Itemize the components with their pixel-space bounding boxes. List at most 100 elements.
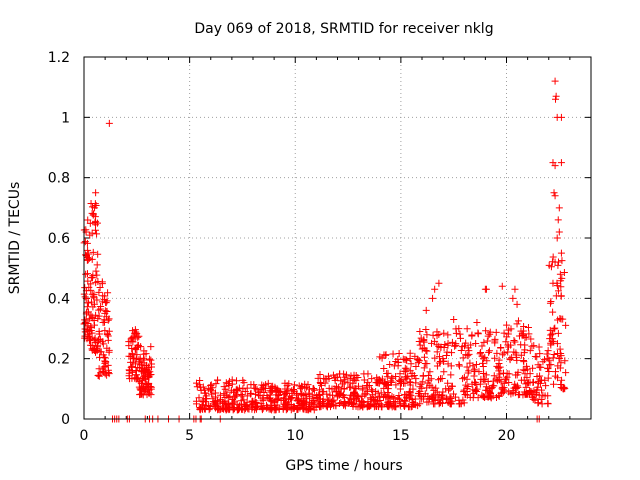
data-point bbox=[396, 400, 404, 408]
data-point bbox=[127, 363, 135, 371]
data-point bbox=[269, 382, 277, 390]
data-point bbox=[200, 386, 208, 394]
data-point bbox=[295, 397, 303, 405]
data-point bbox=[544, 392, 552, 400]
data-point bbox=[558, 376, 566, 384]
data-point bbox=[84, 246, 92, 254]
data-point bbox=[483, 337, 491, 345]
data-point bbox=[88, 342, 96, 350]
data-point bbox=[544, 347, 552, 355]
data-point bbox=[462, 381, 470, 389]
data-point bbox=[128, 345, 136, 353]
data-point bbox=[340, 370, 348, 378]
data-point bbox=[93, 271, 101, 279]
data-point bbox=[505, 388, 513, 396]
data-point bbox=[235, 404, 243, 412]
data-point bbox=[479, 359, 487, 367]
data-point bbox=[507, 325, 515, 333]
data-point bbox=[340, 378, 348, 386]
data-point bbox=[101, 292, 109, 300]
data-point bbox=[471, 378, 479, 386]
data-point bbox=[223, 391, 231, 399]
data-point bbox=[504, 341, 512, 349]
data-point bbox=[145, 379, 153, 387]
data-point bbox=[460, 342, 468, 350]
data-point bbox=[96, 305, 104, 313]
data-point bbox=[422, 346, 430, 354]
data-point bbox=[225, 377, 233, 385]
data-point bbox=[137, 343, 145, 351]
data-point bbox=[247, 389, 255, 397]
data-point bbox=[147, 370, 155, 378]
data-point bbox=[214, 402, 222, 410]
data-point bbox=[505, 379, 513, 387]
data-point bbox=[87, 280, 95, 288]
data-point bbox=[252, 404, 260, 412]
data-point bbox=[239, 376, 247, 384]
data-point bbox=[420, 353, 428, 361]
data-point bbox=[423, 398, 431, 406]
data-point bbox=[401, 355, 409, 363]
data-point bbox=[384, 385, 392, 393]
data-point bbox=[90, 300, 98, 308]
data-point bbox=[394, 355, 402, 363]
data-point bbox=[402, 393, 410, 401]
y-tick-labels: 0 0.2 0.4 0.6 0.8 1 1.2 bbox=[48, 50, 70, 428]
data-point bbox=[448, 382, 456, 390]
data-point bbox=[87, 311, 95, 319]
data-point bbox=[251, 384, 259, 392]
data-point bbox=[347, 383, 355, 391]
data-point bbox=[372, 388, 380, 396]
data-point bbox=[438, 375, 446, 383]
data-point bbox=[476, 380, 484, 388]
data-point bbox=[474, 394, 482, 402]
data-point bbox=[91, 200, 99, 208]
data-point bbox=[547, 263, 555, 271]
data-point bbox=[101, 327, 109, 335]
data-point bbox=[93, 296, 101, 304]
data-point bbox=[490, 372, 498, 380]
data-point bbox=[420, 338, 428, 346]
data-point bbox=[349, 401, 357, 409]
data-point bbox=[402, 397, 410, 405]
data-point bbox=[459, 375, 467, 383]
data-point bbox=[523, 362, 531, 370]
data-point bbox=[416, 400, 424, 408]
data-point bbox=[344, 379, 352, 387]
data-point bbox=[557, 381, 565, 389]
data-point bbox=[380, 364, 388, 372]
data-point bbox=[309, 403, 317, 411]
data-point bbox=[412, 363, 420, 371]
data-point bbox=[489, 377, 497, 385]
data-point bbox=[530, 387, 538, 395]
data-point bbox=[316, 395, 324, 403]
data-point bbox=[435, 376, 443, 384]
data-point bbox=[412, 379, 420, 387]
data-point bbox=[91, 204, 99, 212]
data-point bbox=[470, 365, 478, 373]
y-tick-label: 1 bbox=[61, 110, 70, 126]
data-point bbox=[544, 364, 552, 372]
data-point bbox=[493, 377, 501, 385]
data-point bbox=[423, 331, 431, 339]
data-point bbox=[310, 406, 318, 414]
data-point bbox=[478, 342, 486, 350]
data-point bbox=[483, 357, 491, 365]
data-point bbox=[549, 308, 557, 316]
data-point bbox=[550, 189, 558, 197]
data-point bbox=[415, 357, 423, 365]
data-point bbox=[420, 364, 428, 372]
data-point bbox=[105, 327, 113, 335]
data-point bbox=[487, 384, 495, 392]
data-point bbox=[95, 330, 103, 338]
data-point bbox=[554, 216, 562, 224]
data-point bbox=[339, 392, 347, 400]
data-point bbox=[554, 287, 562, 295]
data-point bbox=[98, 280, 106, 288]
data-point bbox=[523, 374, 531, 382]
data-point bbox=[421, 360, 429, 368]
data-point bbox=[386, 361, 394, 369]
data-point bbox=[378, 354, 386, 362]
data-point bbox=[407, 360, 415, 368]
data-point bbox=[405, 403, 413, 411]
